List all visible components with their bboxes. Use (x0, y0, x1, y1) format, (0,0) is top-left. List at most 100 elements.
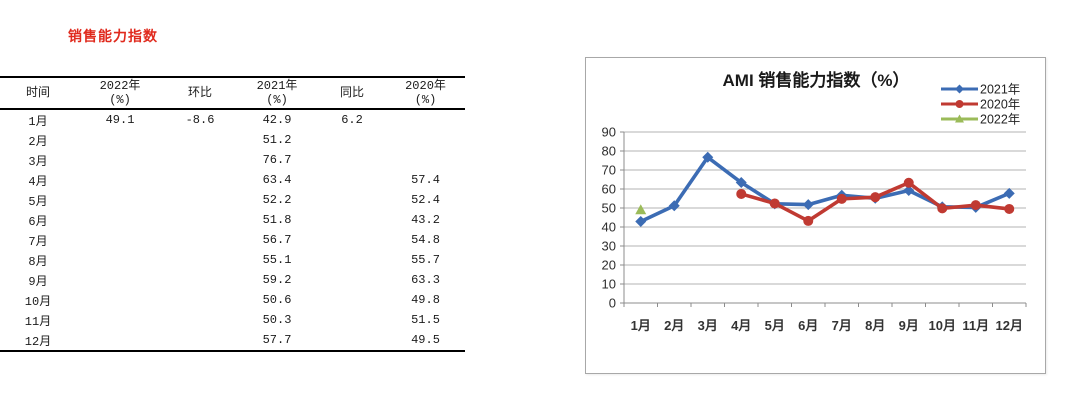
table-cell: 55.1 (262, 253, 292, 267)
table-row: 12月 57.7 49.5 (0, 330, 465, 351)
data-point-2021年 (635, 215, 647, 227)
x-axis-label: 4月 (731, 318, 751, 333)
table-cell: 57.4 (411, 173, 440, 187)
table-cell (318, 150, 386, 170)
table-cell (164, 290, 236, 310)
table-body: 1月 49.1 -8.6 42.9 6.2 2月 51.2 3月 76.7 4月 63.4 57.4 5… (0, 109, 465, 351)
column-header-line2: (%) (414, 93, 437, 107)
data-point-2020年 (903, 177, 914, 188)
table-cell: 56.7 (262, 233, 292, 247)
table-cell: 6月 (28, 214, 48, 229)
data-point-2020年 (1004, 203, 1015, 214)
chart-title: AMI 销售能力指数（%） (723, 70, 910, 90)
table-row: 4月 63.4 57.4 (0, 170, 465, 190)
index-table: 时间 2022年 (%) 环比 2021年 (%) 同比 2020年 (%) 1月 49.1 -8.… (0, 76, 465, 352)
table-cell: -8.6 (185, 113, 215, 127)
data-point-2021年 (1003, 187, 1015, 199)
data-point-2021年 (735, 177, 747, 189)
table-cell (318, 230, 386, 250)
table-cell: 42.9 (262, 113, 292, 127)
legend-label-2021年: 2021年 (980, 83, 1020, 97)
column-header: 2021年 (%) (236, 77, 318, 109)
table-cell (164, 210, 236, 230)
table-cell (164, 190, 236, 210)
section-title: 销售能力指数 (68, 28, 158, 44)
x-axis-label: 2月 (664, 318, 684, 333)
data-point-2021年 (802, 199, 814, 211)
table-cell: 59.2 (262, 273, 292, 287)
column-header-line2: (%) (266, 93, 288, 107)
column-header-line1: 环比 (187, 86, 212, 100)
table-cell (76, 230, 164, 250)
table-cell (318, 170, 386, 190)
data-point-2020年 (937, 203, 948, 214)
y-axis-label: 20 (602, 258, 616, 273)
x-axis-label: 1月 (631, 318, 651, 333)
x-axis-label: 7月 (832, 318, 852, 333)
table-cell: 10月 (24, 294, 52, 309)
table-cell: 49.8 (411, 293, 440, 307)
data-point-2020年 (836, 193, 847, 204)
table-cell: 51.5 (411, 313, 440, 327)
legend-label-2020年: 2020年 (980, 98, 1020, 112)
table-cell (318, 290, 386, 310)
column-header: 2022年 (%) (76, 77, 164, 109)
table-cell (164, 250, 236, 270)
table-cell (318, 250, 386, 270)
table-cell: 50.6 (262, 293, 292, 307)
legend-marker-2022年 (955, 114, 964, 123)
table-cell (318, 270, 386, 290)
x-axis-label: 10月 (929, 318, 956, 333)
ami-chart: 0 10 20 30 40 50 60 70 80 90 1月 2月 3月 4月 5月 6月 7月 8月 9月 10月… (585, 57, 1046, 374)
table-cell (164, 170, 236, 190)
column-header: 2020年 (%) (386, 77, 465, 109)
table-cell: 76.7 (262, 153, 292, 167)
data-point-2020年 (803, 215, 814, 226)
table-row: 7月 56.7 54.8 (0, 230, 465, 250)
table-cell (76, 170, 164, 190)
table-cell: 54.8 (411, 233, 440, 247)
table-cell: 4月 (28, 174, 48, 189)
table-row: 2月 51.2 (0, 130, 465, 150)
table-cell: 43.2 (411, 213, 440, 227)
table-cell: 55.7 (411, 253, 440, 267)
data-point-2021年 (668, 200, 680, 212)
y-axis-label: 10 (602, 277, 616, 292)
table-cell (76, 190, 164, 210)
data-point-2021年 (702, 151, 714, 163)
x-axis-label: 11月 (962, 318, 989, 333)
x-axis-label: 8月 (865, 318, 885, 333)
column-header: 环比 (164, 77, 236, 109)
table-cell (318, 190, 386, 210)
table-cell: 49.5 (411, 333, 440, 347)
y-axis-label: 60 (602, 182, 616, 197)
table-cell: 11月 (24, 314, 52, 329)
table-cell (164, 130, 236, 150)
y-axis-label: 90 (602, 125, 616, 140)
legend-marker-2021年 (955, 84, 964, 94)
x-axis-label: 5月 (765, 318, 785, 333)
data-point-2020年 (769, 198, 780, 209)
data-point-2022年 (635, 204, 647, 215)
table-cell (76, 290, 164, 310)
table-cell: 12月 (24, 334, 52, 349)
table-cell (76, 310, 164, 330)
column-header: 同比 (318, 77, 386, 109)
table-cell: 51.8 (262, 213, 292, 227)
data-point-2020年 (736, 188, 747, 199)
table-row: 9月 59.2 63.3 (0, 270, 465, 290)
legend-marker-2020年 (955, 100, 964, 108)
data-point-2021年 (903, 185, 915, 197)
data-point-2020年 (870, 192, 881, 203)
table-row: 11月 50.3 51.5 (0, 310, 465, 330)
table-cell (164, 150, 236, 170)
table-cell: 7月 (28, 234, 48, 249)
table-cell: 1月 (28, 114, 48, 129)
legend-label-2022年: 2022年 (980, 113, 1020, 127)
table-cell: 50.3 (262, 313, 292, 327)
table-cell: 51.2 (262, 133, 292, 147)
table-cell: 52.2 (262, 193, 292, 207)
table-cell: 9月 (28, 274, 48, 289)
table-cell (76, 250, 164, 270)
table-cell: 63.4 (262, 173, 292, 187)
